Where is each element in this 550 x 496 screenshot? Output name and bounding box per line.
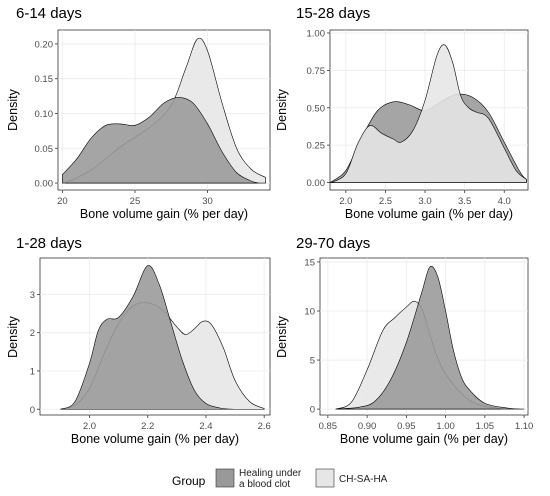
x-ticks: 2.0 2.5 3.0 3.5 4.0 [339, 190, 511, 207]
legend-title: Group [172, 474, 206, 488]
density-area-ch-sa-ha [330, 44, 527, 183]
x-ticks: 0.85 0.90 0.95 1.00 1.05 1.10 [319, 415, 534, 432]
x-tick-label: 2.4 [199, 421, 212, 432]
y-ticks: 0 1 2 3 [30, 290, 40, 416]
y-tick-label: 0 [310, 405, 315, 416]
x-tick-label: 1.00 [436, 421, 455, 432]
y-tick-label: 0.50 [307, 103, 326, 114]
x-tick-label: 2.0 [339, 196, 352, 207]
x-tick-label: 1.05 [476, 421, 495, 432]
x-axis-label: Bone volume gain (% per day) [71, 432, 239, 446]
density-area-healing-under-a-blood-clot [60, 265, 236, 410]
panel-6-14-days: 6-14 days 20 25 30 0.00 0.05 0.10 0.15 0.20 Bo… [6, 5, 271, 221]
y-tick-label: 0.00 [35, 179, 54, 190]
x-axis-label: Bone volume gain (% per day) [340, 432, 508, 446]
density-areas [60, 265, 265, 410]
x-tick-label: 2.6 [258, 421, 271, 432]
y-tick-label: 2 [30, 328, 35, 339]
x-tick-label: 1.10 [515, 421, 534, 432]
legend-key-healing-under-a-blood-clot [215, 468, 235, 488]
x-tick-label: 25 [130, 196, 141, 207]
y-axis-label: Density [275, 315, 289, 357]
x-ticks: 20 25 30 [57, 190, 213, 207]
y-tick-label: 3 [30, 290, 35, 301]
panel-title: 15-28 days [296, 5, 370, 22]
x-tick-label: 0.85 [319, 421, 338, 432]
x-tick-label: 3.0 [418, 196, 431, 207]
x-tick-label: 20 [57, 196, 68, 207]
y-tick-label: 0.20 [35, 39, 54, 50]
y-tick-label: 0.25 [307, 141, 326, 152]
panel-1-28-days: 1-28 days 2.0 2.2 2.4 2.6 0 1 2 3 Bone volume … [6, 235, 271, 446]
x-axis-label: Bone volume gain (% per day) [80, 207, 248, 221]
y-tick-label: 0.10 [35, 109, 54, 120]
y-tick-label: 15 [304, 257, 315, 268]
y-tick-label: 0.15 [35, 74, 54, 85]
y-tick-label: 0.00 [307, 178, 326, 189]
x-tick-label: 3.5 [458, 196, 471, 207]
y-axis-label: Density [6, 315, 20, 357]
panel-29-70-days: 29-70 days 0.85 0.90 0.95 1.00 1.05 1.10 0 5 10… [275, 235, 533, 446]
y-tick-label: 0 [30, 405, 35, 416]
y-ticks: 0 5 10 15 [304, 257, 320, 416]
x-ticks: 2.0 2.2 2.4 2.6 [83, 415, 271, 432]
panel-title: 29-70 days [296, 235, 370, 252]
density-area-healing-under-a-blood-clot [335, 265, 525, 410]
density-areas [62, 37, 266, 184]
y-tick-label: 1.00 [307, 28, 326, 39]
y-axis-label: Density [275, 88, 289, 130]
y-tick-label: 0.05 [35, 144, 54, 155]
x-tick-label: 30 [202, 196, 213, 207]
x-tick-label: 0.90 [358, 421, 377, 432]
y-tick-label: 1 [30, 366, 35, 377]
y-tick-label: 0.75 [307, 66, 326, 77]
x-tick-label: 0.95 [397, 421, 416, 432]
y-tick-label: 10 [304, 306, 315, 317]
legend-key-ch-sa-ha [315, 468, 335, 488]
panel-title: 1-28 days [16, 235, 82, 252]
legend-label-healing-under-a-blood-clot: Healing under a blood clot [239, 468, 304, 490]
density-areas [335, 265, 525, 410]
density-area-healing-under-a-blood-clot [62, 97, 259, 184]
legend: Group Healing under a blood clot CH-SA-H… [172, 468, 388, 490]
x-tick-label: 4.0 [498, 196, 511, 207]
y-ticks: 0.00 0.25 0.50 0.75 1.00 [307, 28, 330, 189]
panel-title: 6-14 days [16, 5, 82, 22]
legend-label-ch-sa-ha: CH-SA-HA [339, 474, 388, 485]
density-areas [329, 44, 527, 183]
panel-15-28-days: 15-28 days 2.0 2.5 3.0 3.5 4.0 0.000.250.500… [275, 5, 529, 221]
x-axis-label: Bone volume gain (% per day) [345, 207, 513, 221]
y-axis-label: Density [6, 88, 20, 130]
x-tick-label: 2.5 [379, 196, 392, 207]
y-ticks: 0.00 0.05 0.10 0.15 0.20 [35, 39, 58, 190]
x-tick-label: 2.0 [83, 421, 96, 432]
y-tick-label: 5 [310, 356, 315, 367]
x-tick-label: 2.2 [141, 421, 154, 432]
